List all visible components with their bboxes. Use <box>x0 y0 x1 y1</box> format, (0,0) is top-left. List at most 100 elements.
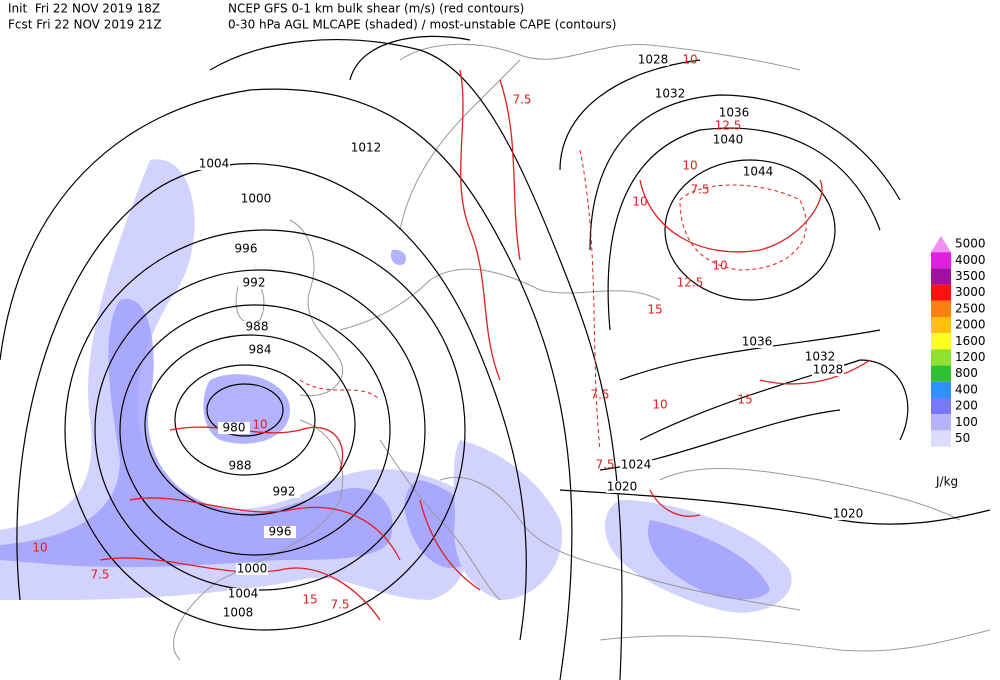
shear-label: 7.5 <box>590 388 609 402</box>
label-background <box>742 166 774 178</box>
label-background <box>268 486 300 498</box>
coastline <box>599 629 991 652</box>
isobar-label: 996 <box>269 525 292 539</box>
isobar-label: 988 <box>246 320 269 334</box>
legend-swatch <box>931 317 951 334</box>
isobar <box>589 94 901 251</box>
cape-shading <box>0 298 393 568</box>
label-background <box>218 422 250 434</box>
isobar <box>64 229 466 631</box>
shear-contour <box>759 359 871 385</box>
legend-label: 400 <box>955 382 978 396</box>
label-background <box>350 142 382 154</box>
legend-swatch <box>931 236 951 253</box>
legend-swatch <box>931 349 951 366</box>
cape-shading <box>0 159 792 613</box>
label-background <box>244 344 276 356</box>
legend-label: 5000 <box>955 237 986 251</box>
isobar-label: 1032 <box>805 350 836 364</box>
legend: J/kg 5000 4000 3500 3000 2500 2000 1600 1200 800… <box>931 236 986 489</box>
shear-contours <box>99 69 871 621</box>
legend-swatch <box>931 252 951 269</box>
label-background <box>812 364 844 376</box>
shear-contour <box>419 499 481 591</box>
label-background <box>241 321 273 333</box>
forecast-time: Fcst Fri 22 NOV 2019 21Z <box>8 18 162 32</box>
shear-contour <box>459 69 501 381</box>
legend-label: 1600 <box>955 334 986 348</box>
isobars <box>0 35 991 680</box>
isobar <box>209 39 623 680</box>
legend-label: 800 <box>955 366 978 380</box>
legend-swatch <box>931 268 951 285</box>
isobar-label: 1036 <box>719 106 750 120</box>
legend-label: 2500 <box>955 301 986 315</box>
label-background <box>620 459 652 471</box>
label-background <box>238 277 270 289</box>
shear-label: 10 <box>32 541 47 555</box>
legend-label: 4000 <box>955 253 986 267</box>
shear-label: 7.5 <box>512 93 531 107</box>
legend-label: 200 <box>955 399 978 413</box>
isobar-label: 1012 <box>351 141 382 155</box>
shear-label: 15 <box>647 303 662 317</box>
label-background <box>240 193 272 205</box>
shear-contour <box>169 426 344 471</box>
isobar <box>349 35 471 81</box>
shear-contour <box>579 149 601 451</box>
legend-swatch <box>931 398 951 415</box>
coastline <box>379 439 501 601</box>
coastline <box>289 219 344 397</box>
label-background <box>832 508 864 520</box>
label-background <box>804 351 836 363</box>
label-background <box>718 107 750 119</box>
isobar-label: 992 <box>273 485 296 499</box>
isobar-label: 1020 <box>833 507 864 521</box>
shear-contour <box>639 179 823 253</box>
label-background <box>224 460 256 472</box>
cape-shading <box>453 440 562 600</box>
shear-label: 10 <box>652 398 667 412</box>
legend-swatch <box>931 333 951 350</box>
shear-contour <box>679 184 807 271</box>
isobar <box>664 159 836 301</box>
shear-label: 10 <box>682 53 697 67</box>
isobar <box>119 304 391 556</box>
isobar <box>559 59 701 171</box>
label-background <box>606 481 638 493</box>
isobar <box>0 88 573 680</box>
label-background <box>637 54 669 66</box>
coastline <box>399 43 801 71</box>
isobar-label: 1004 <box>199 157 230 171</box>
isobar-label: 1000 <box>237 562 268 576</box>
isobar-label: 1008 <box>223 606 254 620</box>
label-background <box>236 563 268 575</box>
isobar-label: 984 <box>249 343 272 357</box>
isobar-label: 1044 <box>743 165 774 179</box>
cape-shading <box>648 520 770 600</box>
legend-label: 2000 <box>955 318 986 332</box>
shear-labels: 10 7.5 12.5 10 10 7.5 10 12.5 15 7.5 10 15 7.5 10 7.5 1… <box>32 53 752 612</box>
shear-label: 10 <box>252 418 267 432</box>
shear-label: 15 <box>737 393 752 407</box>
header: Init Fri 22 NOV 2019 18Z Fcst Fri 22 NOV… <box>8 2 616 32</box>
shear-label: 7.5 <box>690 183 709 197</box>
label-background <box>198 158 230 170</box>
coastline <box>439 476 801 611</box>
isobar <box>94 269 426 591</box>
legend-unit: J/kg <box>935 475 958 489</box>
shear-label: 10 <box>682 159 697 173</box>
legend-swatch <box>931 414 951 431</box>
isobar <box>16 163 527 641</box>
shear-contour <box>99 557 381 621</box>
shear-label: 10 <box>632 195 647 209</box>
legend-swatch <box>931 365 951 382</box>
shear-label: 7.5 <box>330 598 349 612</box>
isobar-label: 1028 <box>638 53 669 67</box>
coastlines <box>173 43 991 661</box>
shear-contour <box>499 79 521 261</box>
isobar-label: 1032 <box>655 87 686 101</box>
legend-swatch <box>931 300 951 317</box>
isobar <box>639 359 909 441</box>
